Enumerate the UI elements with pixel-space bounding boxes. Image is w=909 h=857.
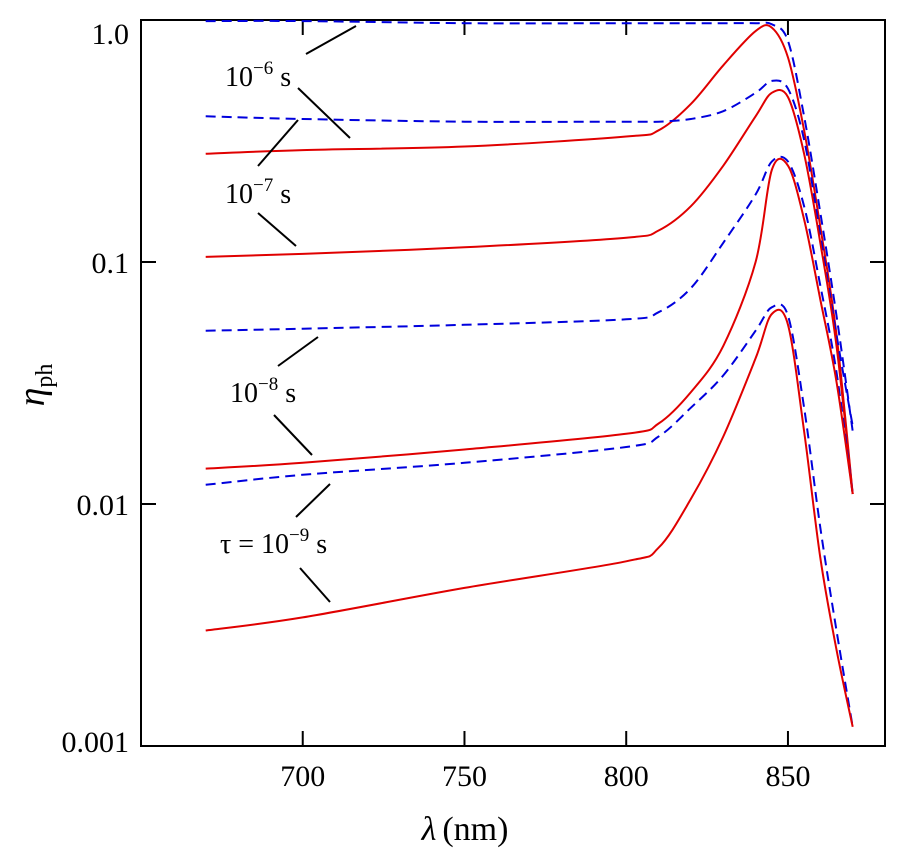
y-axis-title: ηph — [11, 364, 58, 407]
annotation-label-1e-6: 10−6 s — [225, 58, 291, 93]
series-solid-107s — [205, 89, 854, 495]
annotation-leader-line — [277, 336, 319, 367]
annotation-base: 10 — [261, 529, 289, 560]
y-tick-label: 0.001 — [62, 726, 130, 759]
annotation-leader-line — [305, 25, 357, 55]
annotation-unit: s — [309, 529, 327, 560]
y-axis-symbol: η — [11, 388, 53, 407]
annotation-label-1e-7: 10−7 s — [225, 175, 291, 210]
tick-labels: 700 750 800 850 1.0 0.1 0.01 0.001 — [62, 18, 811, 793]
annotation-base: 10 — [230, 378, 258, 409]
annotation-leaders — [257, 25, 357, 603]
series-solid-106s — [205, 24, 854, 495]
x-tick-label: 700 — [280, 760, 325, 793]
annotation-exponent: −6 — [253, 58, 273, 79]
annotation-unit: s — [273, 62, 291, 93]
annotation-unit: s — [278, 378, 296, 409]
svg-text:ηph: ηph — [11, 364, 58, 407]
annotation-label-tau-1e-9: τ = 10−9 s — [220, 525, 327, 560]
annotation-leader-line — [273, 414, 313, 456]
y-axis-subscript: ph — [32, 364, 58, 388]
annotation-prefix: τ = — [220, 529, 261, 560]
annotation-leader-line — [295, 483, 331, 518]
annotation-label-1e-8: 10−8 s — [230, 374, 296, 409]
series-lines — [205, 19, 854, 728]
annotation-exponent: −9 — [289, 525, 309, 546]
annotation-base: 10 — [225, 62, 253, 93]
plot-frame — [140, 19, 886, 747]
x-axis-unit: (nm) — [442, 811, 508, 848]
annotation-leader-line — [257, 119, 299, 167]
annotation-leader-line — [257, 212, 297, 247]
y-tick-label: 0.1 — [92, 247, 130, 280]
x-tick-label: 850 — [765, 760, 810, 793]
x-tick-label: 800 — [604, 760, 649, 793]
y-tick-label: 0.01 — [77, 489, 130, 522]
annotation-leader-line — [299, 567, 331, 603]
axis-ticks — [141, 19, 885, 747]
series-dashed-106s — [205, 19, 854, 432]
annotation-exponent: −8 — [258, 374, 278, 395]
series-dashed-108s — [205, 155, 854, 495]
annotation-exponent: −7 — [253, 175, 273, 196]
annotation-leader-line — [297, 87, 351, 139]
x-axis-title: λ (nm) — [421, 811, 509, 848]
series-solid-109s — [205, 308, 854, 728]
series-dashed-109s — [205, 303, 854, 727]
series-solid-108s — [205, 157, 854, 495]
series-dashed-107s — [205, 79, 854, 427]
annotation-unit: s — [273, 179, 291, 210]
x-tick-label: 750 — [442, 760, 487, 793]
annotation-base: 10 — [225, 179, 253, 210]
y-tick-label: 1.0 — [92, 18, 130, 51]
x-axis-symbol: λ — [421, 811, 437, 848]
